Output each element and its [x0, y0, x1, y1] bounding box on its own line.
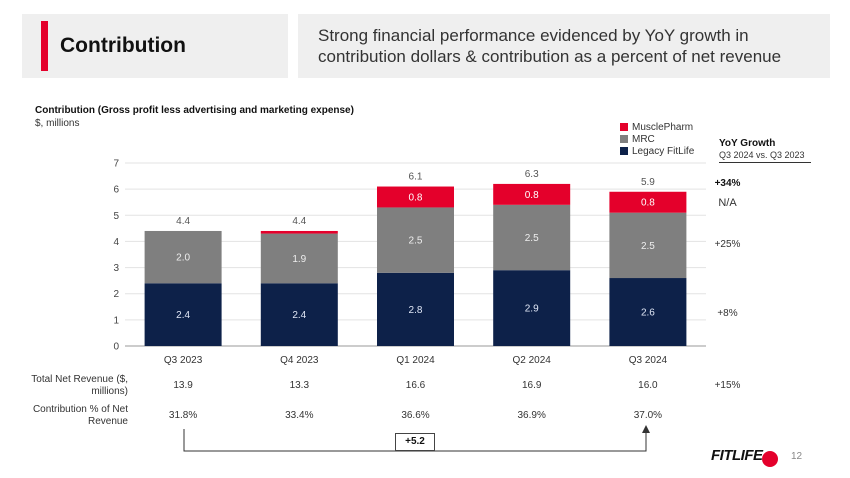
row-value-contribution-pct: 33.4% [285, 410, 314, 421]
row-value-net-revenue: 16.0 [638, 380, 658, 391]
bar-value-label: 1.9 [292, 254, 306, 265]
chart-title: Contribution (Gross profit less advertis… [35, 105, 354, 116]
y-tick-label: 3 [113, 263, 119, 274]
yoy-value-net-revenue: +15% [714, 380, 741, 391]
bar-value-label: 2.5 [409, 236, 423, 247]
yoy-value-legacy-fitlife: +8% [717, 308, 738, 319]
yoy-value-mrc: N/A [718, 197, 737, 209]
slide-title: Contribution [60, 34, 186, 57]
row-value-net-revenue: 16.9 [521, 380, 542, 391]
bar-segment [609, 278, 687, 346]
row-label-contribution-pct: Contribution % of Net Revenue [32, 404, 128, 427]
bar-segment [260, 230, 338, 234]
row-value-net-revenue: 16.6 [405, 380, 426, 391]
title-box [22, 14, 288, 78]
bar-value-label: 2.4 [176, 310, 190, 321]
yoy-value-legacy-mrc: +25% [714, 239, 741, 250]
yoy-subtitle: Q3 2024 vs. Q3 2023 [719, 150, 805, 160]
bar-segment [609, 191, 687, 213]
yoy-underline [719, 162, 811, 163]
row-label-total-net-revenue: Total Net Revenue ($, millions) [31, 374, 128, 397]
bar-value-label: 2.4 [292, 310, 306, 321]
bracket-change-label: +5.2 [395, 433, 435, 451]
bar-segment [260, 283, 338, 346]
y-tick-label: 2 [113, 289, 119, 300]
bar-total-label: 6.1 [409, 172, 423, 183]
legend-label: MRC [632, 134, 655, 145]
bar-value-label: 2.0 [176, 253, 190, 264]
row-value-net-revenue: 13.9 [173, 380, 193, 391]
y-tick-label: 7 [113, 159, 119, 170]
legend-label: MusclePharm [632, 122, 694, 133]
y-tick-label: 0 [113, 342, 119, 353]
bar-total-label: 4.4 [292, 216, 306, 227]
legend-item-mrc: MRC [620, 134, 655, 145]
yoy-value-musclepharm: +34% [714, 178, 741, 189]
y-tick-label: 1 [113, 315, 119, 326]
bar-segment [377, 272, 454, 346]
bar-segment [377, 207, 454, 273]
bar-segment [260, 233, 338, 284]
y-tick-label: 4 [113, 237, 119, 248]
bar-segment [377, 186, 454, 208]
y-tick-label: 5 [113, 211, 119, 222]
legend-label: Legacy FitLife [632, 146, 695, 157]
slide-headline: Strong financial performance evidenced b… [318, 26, 782, 66]
row-value-net-revenue: 13.3 [289, 380, 310, 391]
bar-value-label: 2.9 [525, 304, 539, 315]
legend-item-legacy-fitlife: Legacy FitLife [620, 146, 694, 157]
x-tick-label: Q3 2024 [629, 355, 668, 366]
bar-value-label: 0.8 [409, 192, 423, 203]
row-value-contribution-pct: 36.9% [517, 410, 546, 421]
bar-value-label: 2.5 [525, 233, 539, 244]
title-accent-bar [41, 21, 48, 71]
x-tick-label: Q1 2024 [396, 355, 435, 366]
fitlife-logo: FITLIFE [711, 447, 763, 464]
bar-total-label: 5.9 [641, 177, 655, 188]
x-tick-label: Q2 2024 [513, 355, 552, 366]
x-tick-label: Q4 2023 [280, 355, 319, 366]
bar-segment [144, 230, 222, 284]
bar-segment [144, 283, 222, 346]
y-tick-label: 6 [113, 185, 119, 196]
bar-value-label: 0.8 [641, 198, 655, 209]
legend-item-musclepharm: MusclePharm [620, 122, 693, 133]
bar-total-label: 6.3 [525, 169, 539, 180]
bar-value-label: 0.8 [525, 190, 539, 201]
bar-segment [493, 204, 571, 271]
chart-subtitle: $, millions [35, 118, 80, 129]
bar-segment [493, 183, 571, 205]
row-value-contribution-pct: 37.0% [633, 410, 663, 421]
bar-value-label: 2.5 [641, 241, 655, 252]
page-number: 12 [791, 451, 803, 462]
bar-value-label: 2.8 [409, 305, 423, 316]
row-value-contribution-pct: 36.6% [401, 410, 430, 421]
yoy-title: YoY Growth [719, 138, 776, 149]
legend-swatch-mrc [620, 135, 628, 143]
bar-segment [493, 270, 571, 346]
logo-badge-icon [762, 451, 778, 467]
bar-total-label: 4.4 [176, 216, 190, 227]
headline-box [298, 14, 830, 78]
x-tick-label: Q3 2023 [164, 355, 203, 366]
legend-swatch-legacy-fitlife [620, 147, 628, 155]
row-value-contribution-pct: 31.8% [168, 410, 198, 421]
legend-swatch-musclepharm [620, 123, 628, 131]
bar-segment [609, 212, 687, 279]
bar-value-label: 2.6 [641, 308, 655, 319]
